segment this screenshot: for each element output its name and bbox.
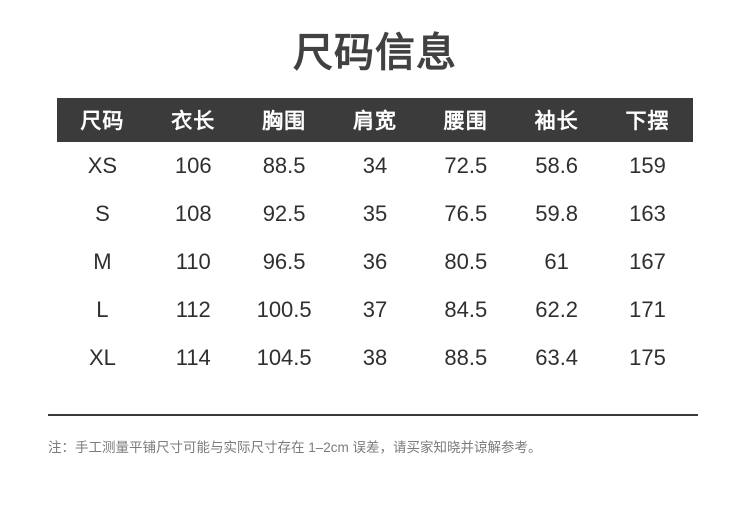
cell-sleeve: 62.2 bbox=[535, 297, 579, 322]
cell-length: 114 bbox=[175, 345, 211, 370]
page-title: 尺码信息 bbox=[293, 31, 457, 75]
cell-shoulder: 34 bbox=[362, 153, 388, 178]
cell-waist: 84.5 bbox=[444, 297, 488, 322]
size-cell: XL bbox=[88, 345, 116, 370]
column-header-bust: 胸围 bbox=[262, 110, 307, 133]
cell-waist: 72.5 bbox=[444, 153, 488, 178]
cell-sleeve: 59.8 bbox=[535, 201, 579, 226]
cell-length: 112 bbox=[175, 297, 211, 322]
size-cell: S bbox=[95, 201, 110, 226]
cell-length: 110 bbox=[175, 249, 211, 274]
size-cell: XS bbox=[87, 153, 118, 178]
cell-bust: 92.5 bbox=[262, 201, 306, 226]
cell-length: 108 bbox=[174, 201, 212, 226]
cell-shoulder: 35 bbox=[362, 201, 388, 226]
column-header-length: 衣长 bbox=[171, 110, 216, 133]
cell-waist: 88.5 bbox=[444, 345, 488, 370]
cell-sleeve: 58.6 bbox=[535, 153, 579, 178]
column-header-hem: 下摆 bbox=[625, 110, 670, 133]
cell-shoulder: 37 bbox=[362, 297, 388, 322]
cell-hem: 175 bbox=[629, 345, 666, 370]
cell-bust: 104.5 bbox=[256, 345, 312, 370]
table-row: S 108 92.5 35 76.5 59.8 163 bbox=[57, 190, 693, 238]
cell-waist: 80.5 bbox=[444, 249, 488, 274]
table-header: 尺码 衣长 胸围 肩宽 腰围 袖长 下摆 bbox=[57, 98, 693, 142]
table-row: L 112 100.5 37 84.5 62.2 171 bbox=[57, 286, 693, 334]
measurement-note: 注：手工测量平铺尺寸可能与实际尺寸存在 1–2cm 误差，请买家知晓并谅解参考。 bbox=[48, 440, 542, 455]
size-cell: M bbox=[93, 249, 112, 274]
table-header-row: 尺码 衣长 胸围 肩宽 腰围 袖长 下摆 bbox=[57, 98, 693, 142]
cell-bust: 88.5 bbox=[262, 153, 306, 178]
size-info-table: 尺码 衣长 胸围 肩宽 腰围 袖长 下摆 XS 106 88.5 34 72.5 58.6 159 S 10… bbox=[57, 98, 693, 382]
footer-divider bbox=[48, 414, 698, 416]
cell-hem: 171 bbox=[629, 297, 666, 322]
cell-length: 106 bbox=[174, 153, 212, 178]
table-row: XS 106 88.5 34 72.5 58.6 159 bbox=[57, 142, 693, 190]
cell-hem: 163 bbox=[629, 201, 666, 226]
table-row: M 110 96.5 36 80.5 61 167 bbox=[57, 238, 693, 286]
cell-shoulder: 36 bbox=[362, 249, 388, 274]
cell-waist: 76.5 bbox=[444, 201, 488, 226]
cell-sleeve: 61 bbox=[544, 249, 569, 274]
size-cell: L bbox=[96, 297, 109, 322]
cell-bust: 96.5 bbox=[262, 249, 306, 274]
cell-sleeve: 63.4 bbox=[535, 345, 579, 370]
cell-bust: 100.5 bbox=[256, 297, 312, 322]
cell-hem: 167 bbox=[629, 249, 666, 274]
table-row: XL 114 104.5 38 88.5 63.4 175 bbox=[57, 334, 693, 382]
column-header-shoulder: 肩宽 bbox=[352, 110, 397, 133]
cell-shoulder: 38 bbox=[362, 345, 388, 370]
column-header-waist: 腰围 bbox=[443, 110, 488, 133]
table-body: XS 106 88.5 34 72.5 58.6 159 S 108 92.5 35 76.5 59.8… bbox=[57, 142, 693, 382]
column-header-sleeve: 袖长 bbox=[534, 110, 579, 133]
column-header-size: 尺码 bbox=[80, 110, 125, 133]
cell-hem: 159 bbox=[629, 153, 666, 178]
